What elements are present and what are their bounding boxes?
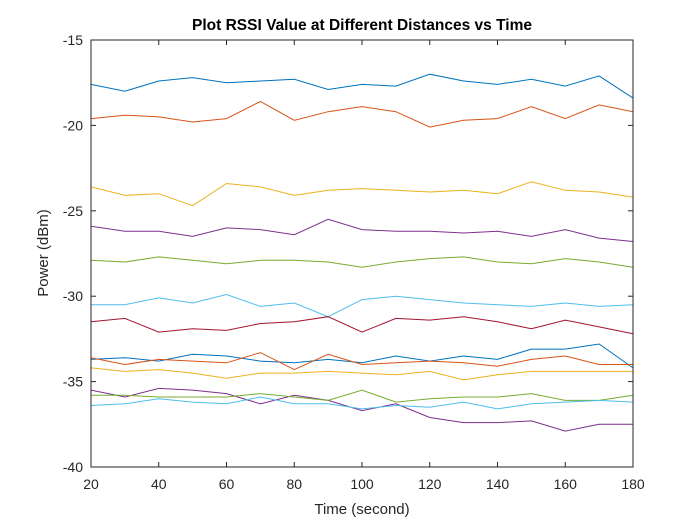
series-line-1: [90, 73, 634, 99]
series-line-10: [90, 367, 633, 381]
series-line-7: [90, 316, 634, 335]
tick-layer: 20 40 60 80 100 120 140 160 180 -40 -35 -30 -25 -20 -1…: [63, 32, 645, 492]
x-tick-label: 180: [621, 476, 645, 492]
y-axis-title: Power (dBm): [35, 209, 52, 297]
y-tick-label: -40: [63, 459, 83, 475]
y-tick-label: -15: [63, 32, 83, 48]
y-tick-label: -20: [63, 117, 83, 133]
x-tick-label: 80: [286, 476, 302, 492]
series-line-2: [90, 100, 634, 128]
series-line-4: [90, 218, 634, 242]
x-tick-label: 140: [486, 476, 510, 492]
series-line-8: [90, 343, 634, 369]
series-line-6: [91, 293, 634, 318]
x-tick-label: 60: [219, 476, 235, 492]
y-tick-label: -30: [63, 288, 83, 304]
x-tick-label: 20: [83, 476, 99, 492]
series-line-13: [90, 396, 634, 410]
y-tick-label: -25: [63, 203, 83, 219]
x-tick-label: 160: [554, 476, 578, 492]
x-tick-label: 120: [418, 476, 442, 492]
series-line-9: [90, 352, 633, 371]
x-axis-title: Time (second): [314, 501, 409, 518]
x-tick-label: 40: [151, 476, 167, 492]
x-tick-label: 100: [350, 476, 374, 492]
chart-title: Plot RSSI Value at Different Distances v…: [192, 17, 532, 34]
y-tick-label: -35: [63, 374, 83, 390]
series-layer: [90, 73, 634, 432]
series-line-5: [90, 256, 634, 268]
series-line-12: [91, 389, 634, 403]
series-line-3: [90, 181, 634, 207]
series-line-11: [90, 387, 633, 432]
